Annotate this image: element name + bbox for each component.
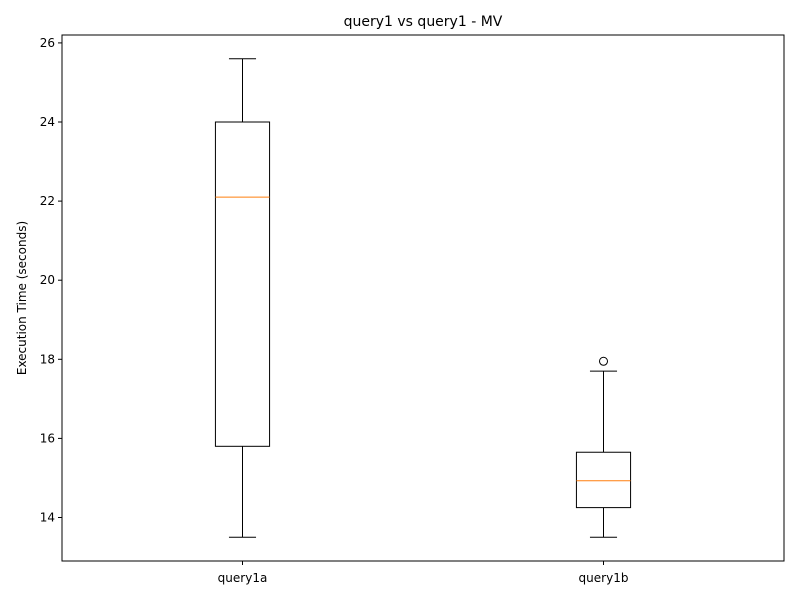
y-axis: 14 16 18 20 22 24 26 — [40, 36, 62, 524]
y-tick-label: 26 — [40, 36, 55, 50]
y-tick-label: 20 — [40, 273, 55, 287]
x-tick-label: query1b — [579, 571, 629, 585]
y-tick-label: 14 — [40, 510, 55, 524]
iqr-box — [214, 121, 271, 447]
x-tick-label: query1a — [218, 571, 268, 585]
y-tick-label: 16 — [40, 431, 55, 445]
x-axis: query1a query1b — [218, 561, 629, 585]
y-tick-label: 24 — [40, 115, 55, 129]
outlier-point — [599, 356, 608, 366]
iqr-box — [575, 451, 632, 509]
chart-title: query1 vs query1 - MV — [344, 14, 503, 30]
box-series — [214, 58, 632, 538]
plot-area — [61, 34, 785, 562]
box-query1b — [575, 356, 632, 538]
box-query1a — [214, 58, 271, 538]
y-tick-label: 22 — [40, 194, 55, 208]
y-axis-label: Execution Time (seconds) — [15, 221, 29, 375]
y-tick-label: 18 — [40, 352, 55, 366]
